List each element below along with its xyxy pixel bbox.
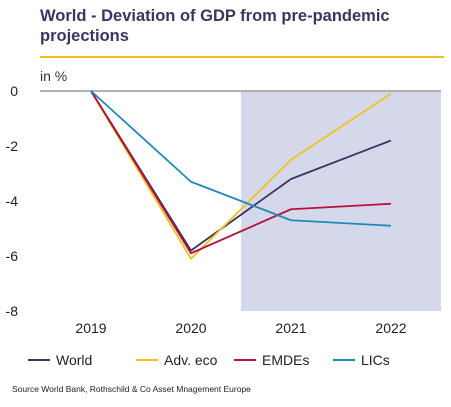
series-line-lics <box>90 90 392 227</box>
y-tick-label: -8 <box>6 303 19 319</box>
series-line-emdes <box>90 90 392 255</box>
x-tick-label: 2021 <box>275 320 306 336</box>
x-tick-label: 2022 <box>375 320 406 336</box>
chart-legend: World Adv. eco EMDEs LICs <box>28 352 448 370</box>
legend-item: EMDEs <box>234 352 309 368</box>
legend-item: World <box>28 352 92 368</box>
legend-label: LICs <box>361 352 390 368</box>
series-line-adv-eco <box>90 90 392 260</box>
chart-title: World - Deviation of GDP from pre-pandem… <box>40 7 390 45</box>
y-axis-unit-label: in % <box>40 68 68 84</box>
legend-item: Adv. eco <box>136 352 217 368</box>
legend-item: LICs <box>333 352 390 368</box>
y-tick-label: -4 <box>6 193 19 209</box>
legend-swatch <box>28 359 50 361</box>
legend-swatch <box>136 359 158 361</box>
y-tick-label: -2 <box>6 138 19 154</box>
x-tick-label: 2020 <box>175 320 206 336</box>
source-note: Source World Bank, Rothschild & Co Asset… <box>12 384 251 394</box>
y-tick-label: 0 <box>10 83 18 99</box>
legend-label: EMDEs <box>262 352 310 368</box>
legend-swatch <box>234 359 256 361</box>
y-tick-label: -6 <box>6 248 19 264</box>
legend-label: World <box>56 352 93 368</box>
legend-label: Adv. eco <box>164 352 218 368</box>
legend-swatch <box>333 359 355 361</box>
x-tick-label: 2019 <box>75 320 106 336</box>
title-underline <box>40 56 444 58</box>
forecast-shaded-region <box>241 91 441 311</box>
